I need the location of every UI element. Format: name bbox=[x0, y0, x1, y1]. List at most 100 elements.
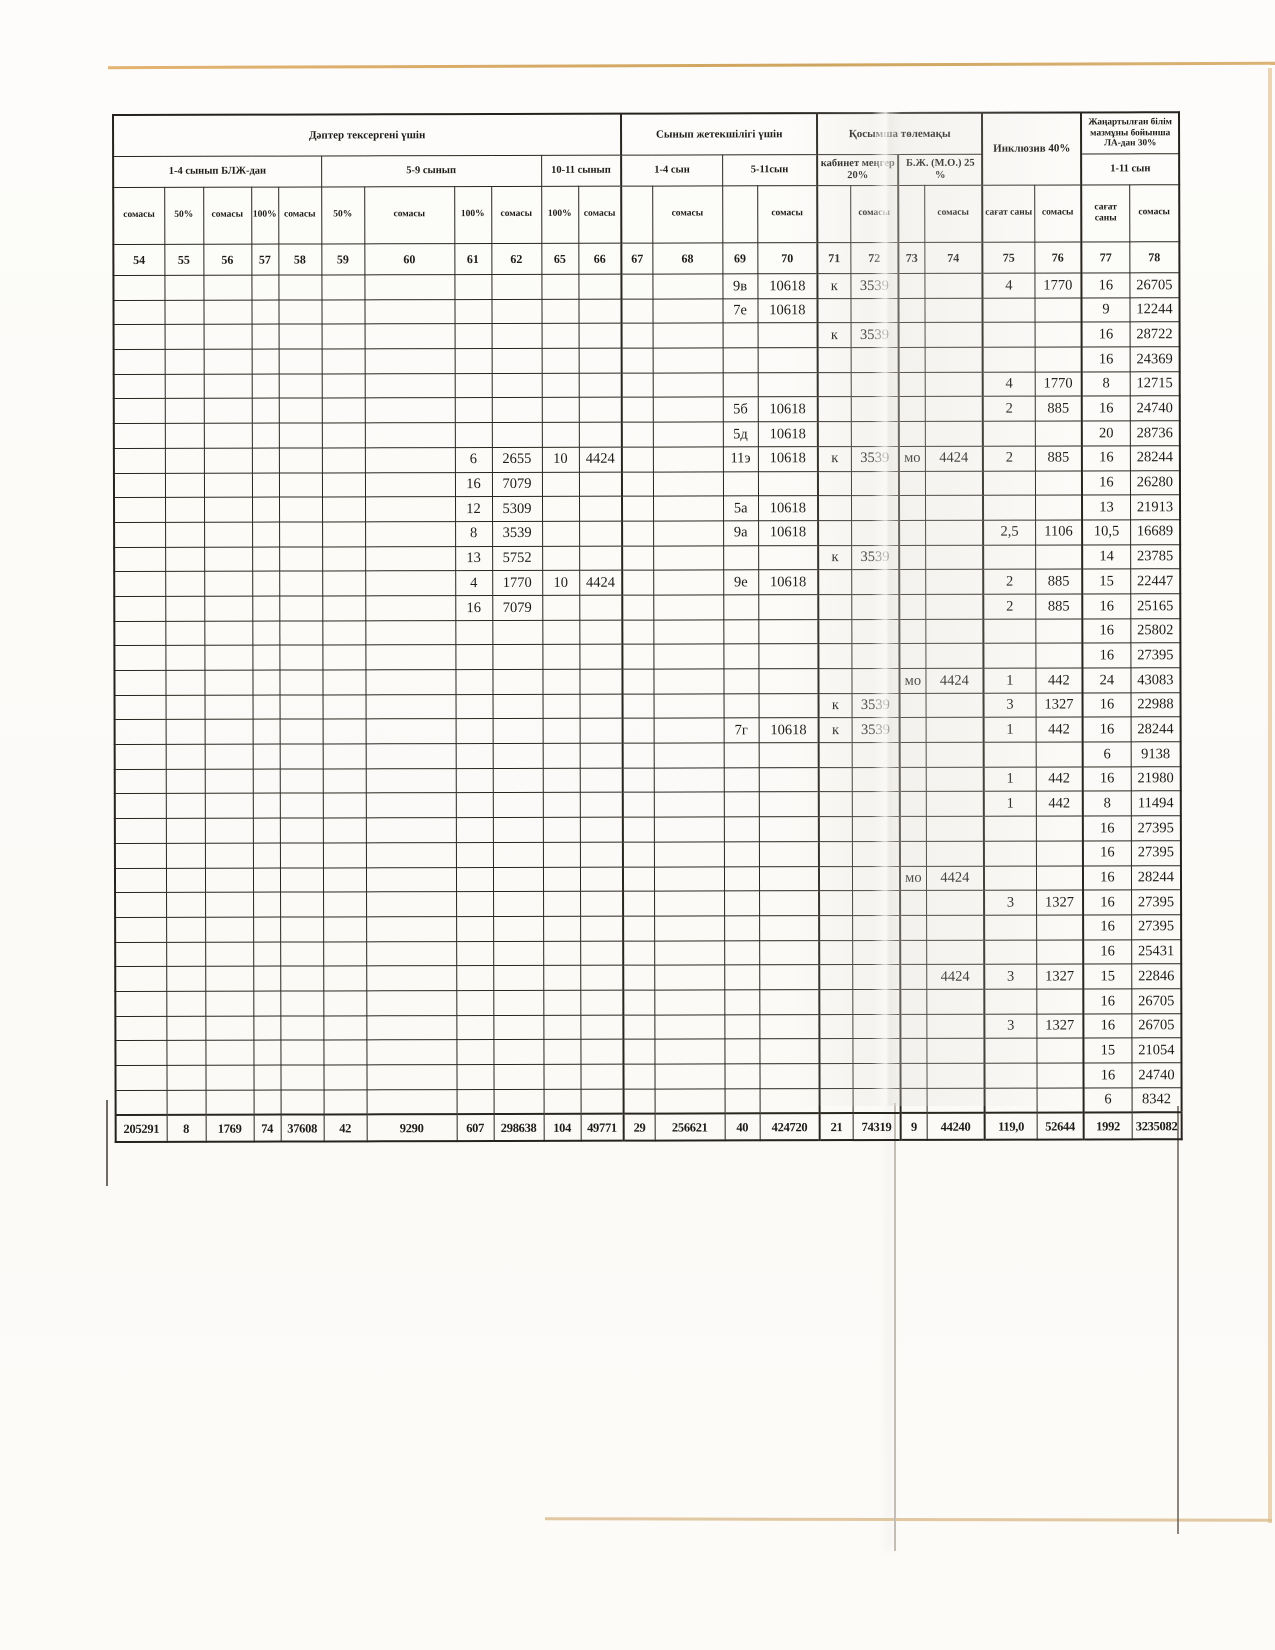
table-row: 6 8342 bbox=[115, 1087, 1182, 1116]
cell bbox=[541, 373, 579, 398]
cell: 10 bbox=[542, 570, 580, 596]
cell bbox=[819, 1014, 853, 1039]
cell bbox=[165, 867, 206, 893]
cell: 8 bbox=[1081, 371, 1130, 397]
table-row: 12 5309 5а 10618 13 21913 bbox=[114, 494, 1181, 523]
cell bbox=[492, 866, 544, 892]
cell bbox=[924, 297, 983, 323]
cell bbox=[366, 965, 457, 991]
cell: 6 bbox=[454, 447, 492, 473]
cell bbox=[925, 495, 984, 521]
paper-top-edge bbox=[107, 61, 1275, 70]
cell bbox=[852, 940, 901, 965]
total-cell: 1769 bbox=[205, 1115, 254, 1143]
total-cell: 52644 bbox=[1036, 1112, 1084, 1140]
cell: 3539 bbox=[492, 521, 543, 547]
cell bbox=[819, 989, 853, 1015]
cell bbox=[851, 767, 900, 793]
cell bbox=[113, 398, 165, 424]
cell bbox=[622, 693, 654, 719]
cell bbox=[852, 1014, 901, 1039]
cell bbox=[653, 792, 724, 818]
cell bbox=[204, 793, 253, 819]
cell bbox=[819, 841, 853, 867]
cell bbox=[982, 297, 1035, 323]
column-number: 69 bbox=[722, 242, 758, 274]
cell bbox=[279, 669, 323, 695]
cell bbox=[723, 619, 759, 645]
cell bbox=[322, 719, 366, 745]
cell bbox=[983, 643, 1036, 669]
cell bbox=[252, 818, 280, 843]
cell bbox=[543, 891, 581, 917]
cell: 10618 bbox=[757, 421, 818, 447]
cell bbox=[758, 742, 819, 768]
cell bbox=[278, 447, 322, 473]
cell bbox=[279, 867, 324, 893]
total-cell: 49771 bbox=[580, 1114, 624, 1142]
cell bbox=[852, 841, 901, 867]
cell bbox=[984, 1063, 1037, 1088]
cell bbox=[926, 989, 985, 1014]
cell: 25431 bbox=[1131, 939, 1182, 965]
table-row: 16 27395 bbox=[114, 815, 1182, 844]
cell: 8 bbox=[1082, 791, 1132, 817]
cell bbox=[621, 422, 653, 447]
cell bbox=[759, 989, 820, 1015]
cell bbox=[366, 1039, 457, 1065]
cell bbox=[455, 842, 493, 868]
cell bbox=[758, 594, 819, 620]
cell bbox=[366, 891, 457, 917]
cell bbox=[165, 793, 205, 819]
cell bbox=[454, 348, 492, 374]
cell: 4424 bbox=[924, 446, 984, 471]
cell: 27395 bbox=[1131, 815, 1182, 841]
cell bbox=[652, 372, 723, 398]
cell bbox=[541, 348, 579, 374]
cell bbox=[321, 348, 365, 374]
cell bbox=[982, 347, 1035, 372]
cell bbox=[899, 470, 926, 496]
cell bbox=[493, 891, 544, 917]
cell bbox=[899, 520, 926, 546]
cell bbox=[113, 374, 165, 399]
cell bbox=[622, 471, 654, 497]
cell bbox=[280, 1089, 324, 1115]
cell: 14 bbox=[1082, 544, 1131, 570]
cell bbox=[622, 545, 654, 571]
cell bbox=[653, 817, 725, 842]
cell bbox=[252, 768, 280, 794]
cell bbox=[279, 842, 323, 868]
cell bbox=[723, 594, 759, 620]
cell bbox=[542, 768, 580, 793]
cell bbox=[653, 545, 724, 571]
cell: 1327 bbox=[1036, 890, 1084, 915]
cell: 3539 bbox=[850, 446, 900, 472]
cell: 442 bbox=[1035, 717, 1083, 743]
cell bbox=[253, 1015, 281, 1041]
cell bbox=[652, 397, 723, 423]
cell bbox=[204, 497, 253, 523]
group-header-row: Дәптер тексергені үшін Сынып жетекшілігі… bbox=[113, 112, 1180, 186]
cell bbox=[278, 299, 322, 325]
cell: 1327 bbox=[1036, 964, 1084, 990]
cell bbox=[455, 817, 493, 843]
cell bbox=[280, 916, 324, 942]
cell bbox=[493, 990, 544, 1016]
cell bbox=[652, 298, 723, 324]
cell bbox=[165, 645, 205, 671]
cell bbox=[984, 840, 1037, 866]
cell: 1770 bbox=[492, 570, 543, 596]
cell bbox=[253, 1065, 281, 1090]
cell bbox=[364, 299, 455, 325]
table-row: 16 24740 bbox=[115, 1062, 1182, 1091]
cell bbox=[364, 348, 455, 374]
cell bbox=[252, 571, 280, 597]
cell bbox=[623, 841, 655, 867]
cell: 28722 bbox=[1129, 322, 1180, 347]
cell bbox=[322, 645, 366, 670]
cell bbox=[279, 768, 323, 794]
cell bbox=[165, 497, 205, 523]
cell bbox=[1035, 495, 1083, 520]
total-cell: 9290 bbox=[366, 1114, 457, 1142]
